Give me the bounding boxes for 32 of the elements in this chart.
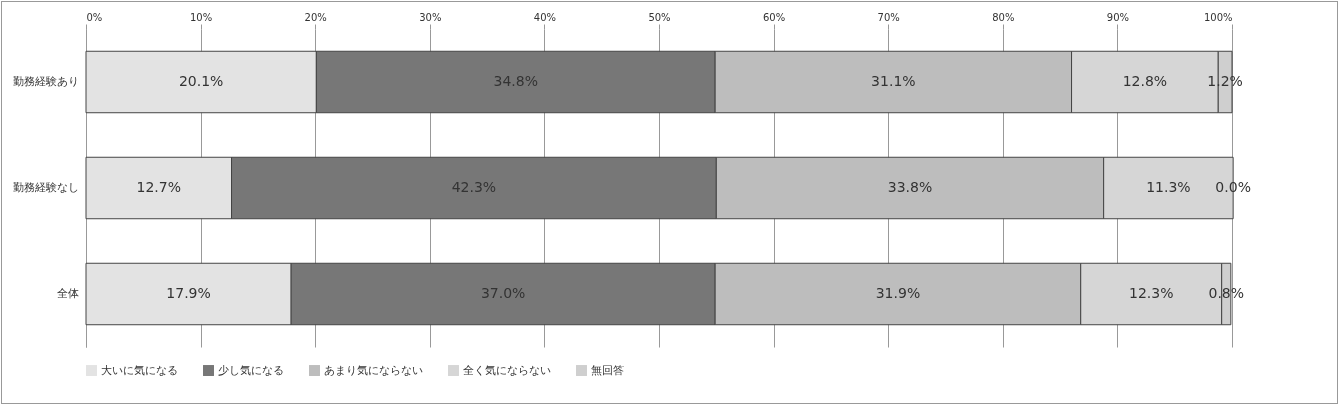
y-tick-label: 勤務経験あり — [12, 75, 79, 88]
x-tick-label: 80% — [992, 11, 1015, 23]
legend-label: 大いに気になる — [101, 363, 178, 377]
data-label: 11.3% — [1146, 179, 1191, 195]
x-tick-label: 30% — [419, 11, 442, 23]
y-tick-label: 勤務経験なし — [12, 181, 79, 194]
x-tick-label: 60% — [762, 11, 786, 23]
data-label: 42.3% — [451, 179, 497, 195]
data-label: 31.9% — [875, 285, 921, 301]
legend-label: あまり気にならない — [324, 363, 423, 377]
legend-label: 全く気にならない — [463, 363, 551, 377]
data-label: 34.8% — [493, 73, 538, 89]
x-tick-label: 20% — [304, 11, 327, 23]
data-label: 20.1% — [178, 73, 224, 89]
data-label: 33.8% — [887, 179, 933, 195]
y-tick-label: 全体 — [56, 287, 79, 300]
data-label: 12.8% — [1122, 73, 1168, 89]
x-tick-label: 90% — [1106, 11, 1130, 23]
x-tick-label: 40% — [533, 11, 557, 23]
x-tick-label: 0% — [86, 11, 103, 23]
x-tick-label: 70% — [877, 11, 900, 23]
legend-label: 少し気になる — [218, 363, 284, 377]
x-tick-label: 10% — [189, 11, 213, 23]
data-label: 12.7% — [136, 179, 182, 195]
data-label: 17.9% — [166, 285, 211, 301]
x-tick-label: 100% — [1203, 11, 1233, 23]
data-label: 0.0% — [1215, 179, 1251, 195]
data-label: 31.1% — [871, 73, 916, 89]
legend-label: 無回答 — [591, 363, 624, 377]
x-tick-label: 50% — [648, 11, 671, 23]
data-label: 12.3% — [1128, 285, 1174, 301]
data-label: 37.0% — [480, 285, 526, 301]
